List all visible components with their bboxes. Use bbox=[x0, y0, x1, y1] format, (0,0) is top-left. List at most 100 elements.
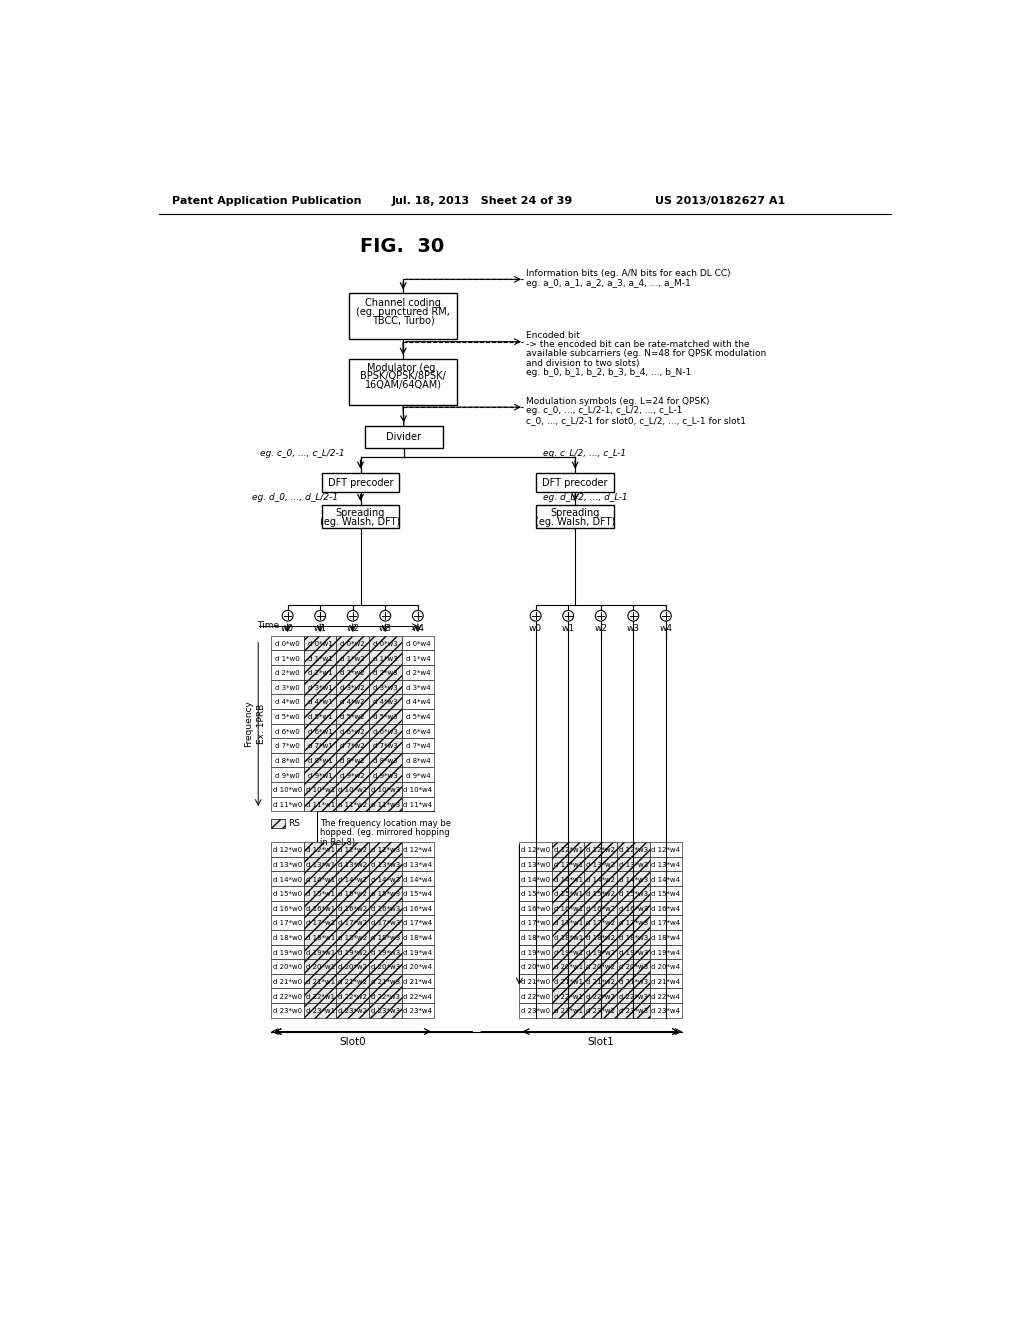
Text: d 13*w3: d 13*w3 bbox=[371, 862, 400, 867]
Text: d 18*w4: d 18*w4 bbox=[651, 935, 680, 941]
Bar bbox=[617, 871, 649, 886]
Text: d 1*w3: d 1*w3 bbox=[373, 656, 397, 661]
Bar bbox=[337, 945, 369, 960]
Bar bbox=[304, 651, 337, 665]
Text: d 19*w0: d 19*w0 bbox=[273, 949, 302, 956]
Text: d 14*w1: d 14*w1 bbox=[554, 876, 583, 883]
Bar bbox=[519, 857, 552, 871]
Text: d 0*w1: d 0*w1 bbox=[308, 642, 333, 647]
Bar bbox=[271, 989, 304, 1003]
Text: d 22*w3: d 22*w3 bbox=[371, 994, 399, 999]
Text: d 16*w1: d 16*w1 bbox=[554, 906, 583, 912]
Bar bbox=[337, 709, 369, 723]
Text: d 20*w1: d 20*w1 bbox=[305, 965, 335, 970]
Bar bbox=[337, 915, 369, 929]
Text: eg. b_0, b_1, b_2, b_3, b_4, ..., b_N-1: eg. b_0, b_1, b_2, b_3, b_4, ..., b_N-1 bbox=[526, 368, 691, 378]
Bar bbox=[585, 871, 617, 886]
Bar bbox=[369, 680, 401, 694]
Text: Spreading: Spreading bbox=[336, 508, 385, 519]
Bar bbox=[304, 738, 337, 752]
Text: d 16*w4: d 16*w4 bbox=[403, 906, 432, 912]
Bar bbox=[304, 945, 337, 960]
Bar bbox=[304, 886, 337, 900]
Bar bbox=[401, 842, 434, 857]
Bar bbox=[271, 709, 304, 723]
Text: w4: w4 bbox=[412, 624, 424, 634]
Text: d 13*w1: d 13*w1 bbox=[554, 862, 583, 867]
Bar bbox=[401, 929, 434, 945]
Bar bbox=[304, 636, 337, 651]
Bar bbox=[369, 886, 401, 900]
Bar bbox=[617, 989, 649, 1003]
Text: d 21*w1: d 21*w1 bbox=[305, 979, 335, 985]
Bar bbox=[649, 1003, 682, 1018]
Text: d 12*w3: d 12*w3 bbox=[618, 847, 648, 853]
Text: d 1*w4: d 1*w4 bbox=[406, 656, 430, 661]
Text: FIG.  30: FIG. 30 bbox=[360, 238, 444, 256]
Text: d 15*w2: d 15*w2 bbox=[338, 891, 368, 898]
Bar bbox=[519, 974, 552, 989]
Bar bbox=[304, 797, 337, 812]
Text: d 0*w0: d 0*w0 bbox=[275, 642, 300, 647]
Text: d 19*w3: d 19*w3 bbox=[618, 949, 648, 956]
Bar bbox=[271, 680, 304, 694]
Text: d 23*w4: d 23*w4 bbox=[403, 1008, 432, 1014]
Text: d 3*w1: d 3*w1 bbox=[308, 685, 333, 690]
Bar bbox=[304, 871, 337, 886]
Text: d 20*w0: d 20*w0 bbox=[273, 965, 302, 970]
Bar bbox=[401, 694, 434, 709]
Bar bbox=[304, 680, 337, 694]
Bar bbox=[401, 680, 434, 694]
Text: d 12*w0: d 12*w0 bbox=[521, 847, 550, 853]
Bar bbox=[401, 738, 434, 752]
Bar bbox=[322, 504, 399, 528]
Bar bbox=[649, 960, 682, 974]
Text: d 3*w0: d 3*w0 bbox=[275, 685, 300, 690]
Text: RS: RS bbox=[289, 820, 300, 828]
Text: d 14*w4: d 14*w4 bbox=[651, 876, 680, 883]
Text: eg. c_0, ..., c_L/2-1: eg. c_0, ..., c_L/2-1 bbox=[260, 449, 344, 458]
Text: d 7*w4: d 7*w4 bbox=[406, 743, 430, 750]
Bar bbox=[271, 842, 304, 857]
Text: d 13*w4: d 13*w4 bbox=[651, 862, 680, 867]
Bar bbox=[271, 694, 304, 709]
Text: Jul. 18, 2013   Sheet 24 of 39: Jul. 18, 2013 Sheet 24 of 39 bbox=[391, 195, 572, 206]
Text: d 9*w2: d 9*w2 bbox=[340, 772, 366, 779]
Bar bbox=[304, 694, 337, 709]
Text: Time: Time bbox=[257, 620, 279, 630]
Text: d 22*w4: d 22*w4 bbox=[403, 994, 432, 999]
Bar bbox=[304, 665, 337, 680]
Text: d 23*w4: d 23*w4 bbox=[651, 1008, 680, 1014]
Bar bbox=[304, 709, 337, 723]
Text: d 19*w3: d 19*w3 bbox=[371, 949, 400, 956]
Bar bbox=[337, 636, 369, 651]
Bar bbox=[401, 709, 434, 723]
Bar bbox=[649, 900, 682, 915]
Bar bbox=[519, 915, 552, 929]
Text: Modulation symbols (eg. L=24 for QPSK): Modulation symbols (eg. L=24 for QPSK) bbox=[526, 397, 710, 407]
Text: d 7*w1: d 7*w1 bbox=[308, 743, 333, 750]
Text: w2: w2 bbox=[346, 624, 359, 634]
Bar bbox=[585, 945, 617, 960]
Text: d 13*w2: d 13*w2 bbox=[338, 862, 368, 867]
Bar bbox=[369, 694, 401, 709]
Bar bbox=[271, 857, 304, 871]
Bar bbox=[537, 504, 614, 528]
Text: d 14*w0: d 14*w0 bbox=[521, 876, 550, 883]
Text: d 13*w0: d 13*w0 bbox=[521, 862, 550, 867]
Bar bbox=[337, 651, 369, 665]
Text: d 7*w0: d 7*w0 bbox=[275, 743, 300, 750]
Bar bbox=[304, 929, 337, 945]
Text: d 21*w3: d 21*w3 bbox=[618, 979, 648, 985]
Bar bbox=[369, 709, 401, 723]
Bar bbox=[519, 871, 552, 886]
Text: d 21*w2: d 21*w2 bbox=[338, 979, 368, 985]
Text: Slot0: Slot0 bbox=[339, 1038, 366, 1047]
Bar bbox=[337, 1003, 369, 1018]
Bar bbox=[552, 974, 585, 989]
Bar bbox=[552, 929, 585, 945]
Text: US 2013/0182627 A1: US 2013/0182627 A1 bbox=[655, 195, 785, 206]
Text: d 5*w4: d 5*w4 bbox=[406, 714, 430, 719]
Text: Encoded bit: Encoded bit bbox=[526, 331, 581, 341]
Bar bbox=[585, 960, 617, 974]
